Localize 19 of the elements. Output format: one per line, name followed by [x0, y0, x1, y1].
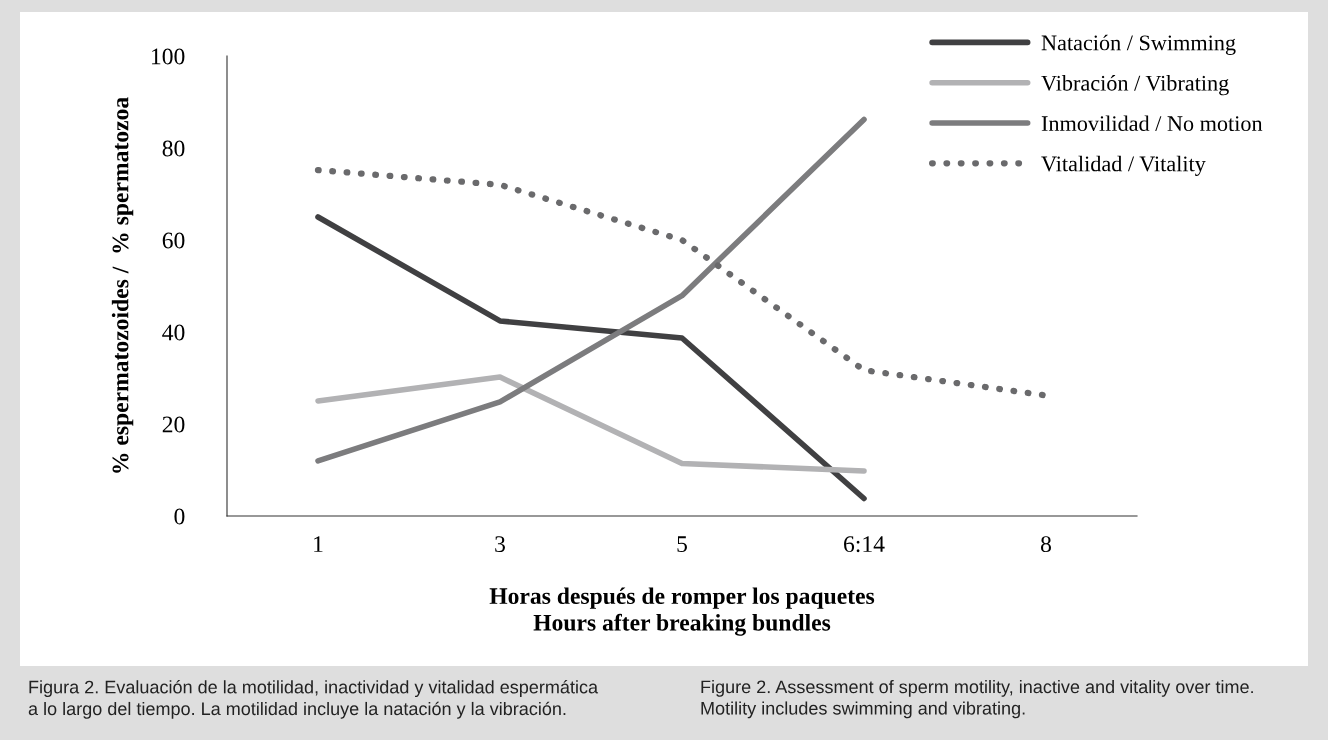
text: Figura 2. Evaluación de la motilidad, inactividad y vitalidad espermática a lo largo del tiempo. La motilidad incluye la natación y la vibración.	[28, 680, 599, 719]
x-tick-label: 8	[1041, 536, 1051, 553]
x-tick-label: 5	[677, 536, 687, 553]
y-tick-label: 0	[174, 508, 185, 525]
legend-label: Vibración / Vibrating	[1041, 75, 1229, 96]
y-tick-label: 20	[162, 416, 185, 433]
legend-label: Natación / Swimming	[1041, 34, 1236, 55]
x-tick-label: 6:14	[844, 536, 885, 553]
y-tick-label: 100	[151, 48, 185, 65]
x-axis-title: Horas después de romper los paquetes Hours after breaking bundles	[489, 587, 875, 636]
x-tick-label: 1	[314, 536, 323, 552]
y-tick-label: 60	[162, 232, 185, 249]
x-tick-label: 3	[495, 536, 505, 553]
legend-label: Inmovilidad / No motion	[1041, 115, 1263, 132]
y-tick-label: 40	[162, 324, 185, 341]
y-axis-title: % espermatozoides / % spermatozoa	[111, 97, 134, 473]
caption: Figure 2. Assessment of sperm motility, inactive and vitality over time. Motility includes swimming and vibrating.	[701, 680, 1253, 719]
legend-label: Vitalidad / Vitality	[1041, 155, 1206, 176]
y-tick-label: 80	[162, 140, 185, 157]
